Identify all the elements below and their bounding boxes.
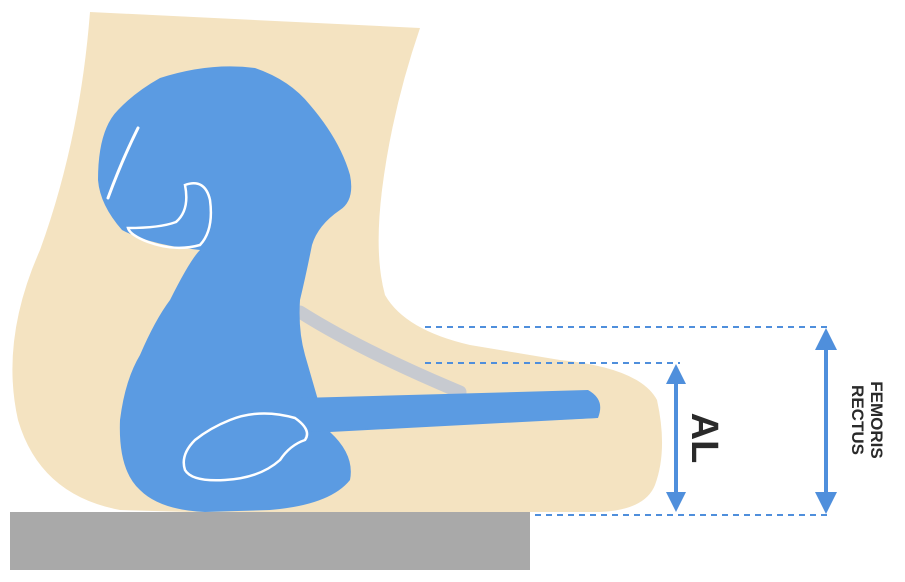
rectus-femoris-arrow-head-down [815,492,837,514]
rectus-femoris-label-line1: RECTUS [848,385,867,455]
rectus-femoris-arrow-head-up [815,328,837,350]
rectus-femoris-strand [293,305,467,399]
femur-shaft [300,390,600,432]
acetabulum-outline [126,182,213,250]
soft-tissue-silhouette [12,12,663,514]
al-arrow-head-up [666,364,686,384]
al-arrow-head-down [666,492,686,512]
table-base [10,512,530,570]
al-label: AL [683,413,725,464]
iliac-crest-line [106,126,140,200]
femoral-head-outline [182,412,309,482]
rectus-femoris-label-line2: FEMORIS [867,381,886,458]
